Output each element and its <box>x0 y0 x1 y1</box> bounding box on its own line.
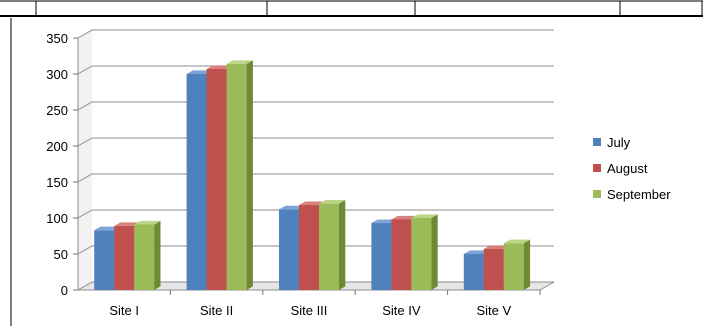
bar-top <box>94 226 121 231</box>
y-tick-label: 150 <box>46 175 68 190</box>
bar-front <box>411 218 432 290</box>
x-tick-label: Site I <box>109 303 139 318</box>
bar <box>319 200 346 290</box>
legend-item: August <box>593 161 648 176</box>
bar-top <box>319 200 346 204</box>
legend-swatch <box>593 164 601 172</box>
legend-item: September <box>593 187 671 202</box>
y-axis-tick-labels: 0 50 100 150 200 250 300 350 <box>46 31 68 298</box>
bar-top <box>226 60 253 64</box>
legend-swatch <box>593 138 601 146</box>
bar-top <box>186 70 213 74</box>
bar-front <box>391 219 412 290</box>
bars <box>94 60 531 291</box>
gridline <box>77 65 554 75</box>
bar-top <box>134 220 161 225</box>
y-tick-label: 50 <box>54 247 68 262</box>
bar-side <box>339 200 346 290</box>
bar-top <box>411 214 438 218</box>
x-tick-label: Site IV <box>382 303 421 318</box>
bar-front <box>206 68 227 291</box>
bar-front <box>134 224 155 290</box>
gridline <box>77 173 554 183</box>
gridline <box>77 209 554 219</box>
legend-label: July <box>607 135 631 150</box>
y-tick-label: 200 <box>46 139 68 154</box>
legend-label: September <box>607 187 671 202</box>
bar-top <box>391 215 418 220</box>
bar-side <box>246 60 253 290</box>
bar <box>411 214 438 290</box>
bar-front <box>319 203 339 290</box>
bar-top <box>114 222 141 226</box>
bar-top <box>503 239 531 244</box>
bar-side <box>154 220 161 290</box>
bar <box>226 60 253 290</box>
bar <box>503 239 531 290</box>
bar <box>134 220 161 290</box>
gridline <box>77 101 554 111</box>
x-axis-tick-labels: Site I Site II Site III Site IV Site V <box>109 303 511 318</box>
legend-swatch <box>593 190 601 198</box>
bar-front <box>94 230 115 290</box>
x-tick-label: Site II <box>200 303 233 318</box>
bar-front <box>226 63 247 290</box>
y-tick-label: 100 <box>46 211 68 226</box>
bar-top <box>463 250 491 254</box>
table-frame-top <box>0 0 703 17</box>
bar-top <box>279 205 306 210</box>
y-tick-label: 350 <box>46 31 68 46</box>
bar-front <box>503 243 524 290</box>
y-tick-label: 0 <box>61 283 68 298</box>
bar-top <box>206 65 233 69</box>
y-tick-label: 300 <box>46 67 68 82</box>
bar-front <box>114 225 135 290</box>
x-tick-label: Site III <box>291 303 328 318</box>
bar-top <box>483 245 511 249</box>
bar-top <box>299 201 326 206</box>
legend-item: July <box>593 135 631 150</box>
bar-front <box>483 248 504 290</box>
side-wall <box>78 30 92 290</box>
bar-front <box>299 205 319 290</box>
gridline <box>77 137 554 147</box>
bar-top <box>371 219 398 224</box>
x-tick-label: Site V <box>476 303 511 318</box>
bar-front <box>371 223 392 290</box>
gridline <box>77 29 554 39</box>
bar-front <box>463 254 484 290</box>
bar-side <box>431 214 438 290</box>
legend-label: August <box>607 161 648 176</box>
legend: July August September <box>593 135 671 202</box>
bar-front <box>279 209 299 290</box>
bar-side <box>523 239 531 290</box>
bar-front <box>186 74 207 290</box>
y-tick-label: 250 <box>46 103 68 118</box>
